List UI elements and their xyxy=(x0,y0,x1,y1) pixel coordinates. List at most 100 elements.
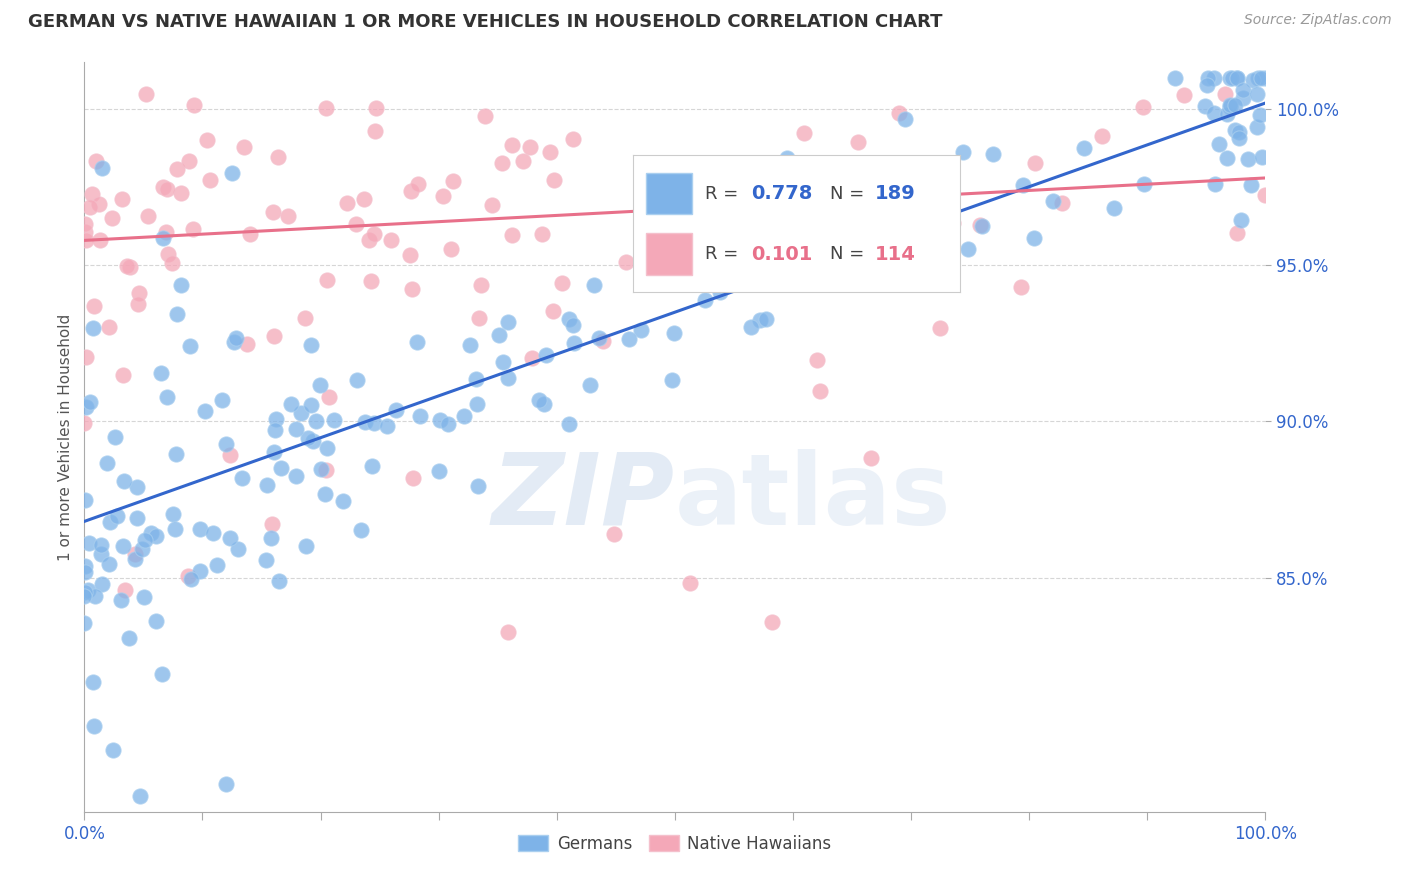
Point xyxy=(1226,227,1249,241)
Point xyxy=(522,351,544,365)
Point xyxy=(558,417,581,431)
Point xyxy=(917,267,939,281)
Point xyxy=(921,190,943,204)
Point xyxy=(76,233,98,247)
Point xyxy=(309,378,332,392)
Point xyxy=(765,207,787,221)
Point xyxy=(1241,73,1264,87)
Point xyxy=(225,331,247,345)
Point xyxy=(364,124,387,138)
Point xyxy=(215,777,238,791)
Point xyxy=(280,397,302,411)
Point xyxy=(733,268,755,283)
Point xyxy=(83,719,105,733)
Point xyxy=(644,194,666,208)
Point xyxy=(543,172,565,186)
Point xyxy=(501,138,523,153)
Point xyxy=(297,431,319,445)
Point xyxy=(942,216,965,230)
Point xyxy=(112,475,135,489)
Point xyxy=(1225,98,1247,112)
Point xyxy=(336,195,359,210)
Point xyxy=(239,227,262,241)
Point xyxy=(219,448,242,462)
Point xyxy=(1251,151,1274,165)
Point xyxy=(1223,123,1246,137)
Point xyxy=(363,227,385,241)
Point xyxy=(75,217,97,231)
Point xyxy=(1219,98,1241,112)
Point xyxy=(1219,70,1241,85)
Point xyxy=(429,413,451,427)
Point xyxy=(498,315,520,329)
Point xyxy=(1133,177,1156,191)
Point xyxy=(361,458,384,473)
Point xyxy=(846,136,869,150)
Point xyxy=(350,524,373,538)
Point xyxy=(194,403,217,417)
Point xyxy=(110,593,132,607)
Point xyxy=(89,233,111,247)
Point xyxy=(579,377,602,392)
Point xyxy=(75,559,97,574)
Point xyxy=(1226,70,1249,85)
Point xyxy=(527,392,550,407)
Point xyxy=(170,277,193,292)
Point xyxy=(267,150,290,164)
Point xyxy=(150,666,173,681)
Point xyxy=(103,743,125,757)
Point xyxy=(277,209,299,223)
Point xyxy=(315,441,337,455)
Point xyxy=(724,240,747,254)
Point xyxy=(188,564,211,578)
Point xyxy=(360,274,382,288)
Point xyxy=(558,312,581,326)
Point xyxy=(1163,70,1185,85)
Point xyxy=(1024,156,1046,170)
Point xyxy=(301,434,323,448)
Point xyxy=(1230,213,1253,227)
Point xyxy=(761,615,783,629)
Text: N =: N = xyxy=(830,185,869,202)
Point xyxy=(256,477,278,491)
Point xyxy=(399,248,422,262)
Point xyxy=(170,186,193,200)
Point xyxy=(1012,178,1035,192)
Point xyxy=(270,461,292,475)
Point xyxy=(152,231,174,245)
Point xyxy=(619,333,641,347)
Point xyxy=(695,257,717,271)
Point xyxy=(75,350,97,364)
Text: 0.101: 0.101 xyxy=(751,244,813,263)
Point xyxy=(125,480,148,494)
Point xyxy=(82,321,104,335)
Point xyxy=(1173,87,1195,102)
Point xyxy=(219,531,242,545)
Point xyxy=(79,394,101,409)
Point xyxy=(264,411,287,425)
Point xyxy=(970,219,993,233)
Point xyxy=(179,339,201,353)
Point xyxy=(735,255,758,269)
Point xyxy=(1227,125,1250,139)
Point xyxy=(315,101,337,115)
Point xyxy=(118,631,141,645)
Point xyxy=(630,323,652,337)
Point xyxy=(519,140,541,154)
Point xyxy=(1216,107,1239,121)
Text: GERMAN VS NATIVE HAWAIIAN 1 OR MORE VEHICLES IN HOUSEHOLD CORRELATION CHART: GERMAN VS NATIVE HAWAIIAN 1 OR MORE VEHI… xyxy=(28,13,942,31)
Point xyxy=(96,456,118,470)
Point xyxy=(73,225,96,239)
Point xyxy=(285,422,308,436)
Point xyxy=(84,589,107,603)
Text: ZIP: ZIP xyxy=(492,449,675,546)
Point xyxy=(1022,231,1045,245)
Point xyxy=(1247,70,1270,85)
Point xyxy=(1197,78,1219,92)
Point xyxy=(467,479,489,493)
Point xyxy=(305,414,328,428)
Point xyxy=(114,583,136,598)
Point xyxy=(887,106,910,120)
Point xyxy=(464,372,486,386)
Point xyxy=(260,531,283,545)
